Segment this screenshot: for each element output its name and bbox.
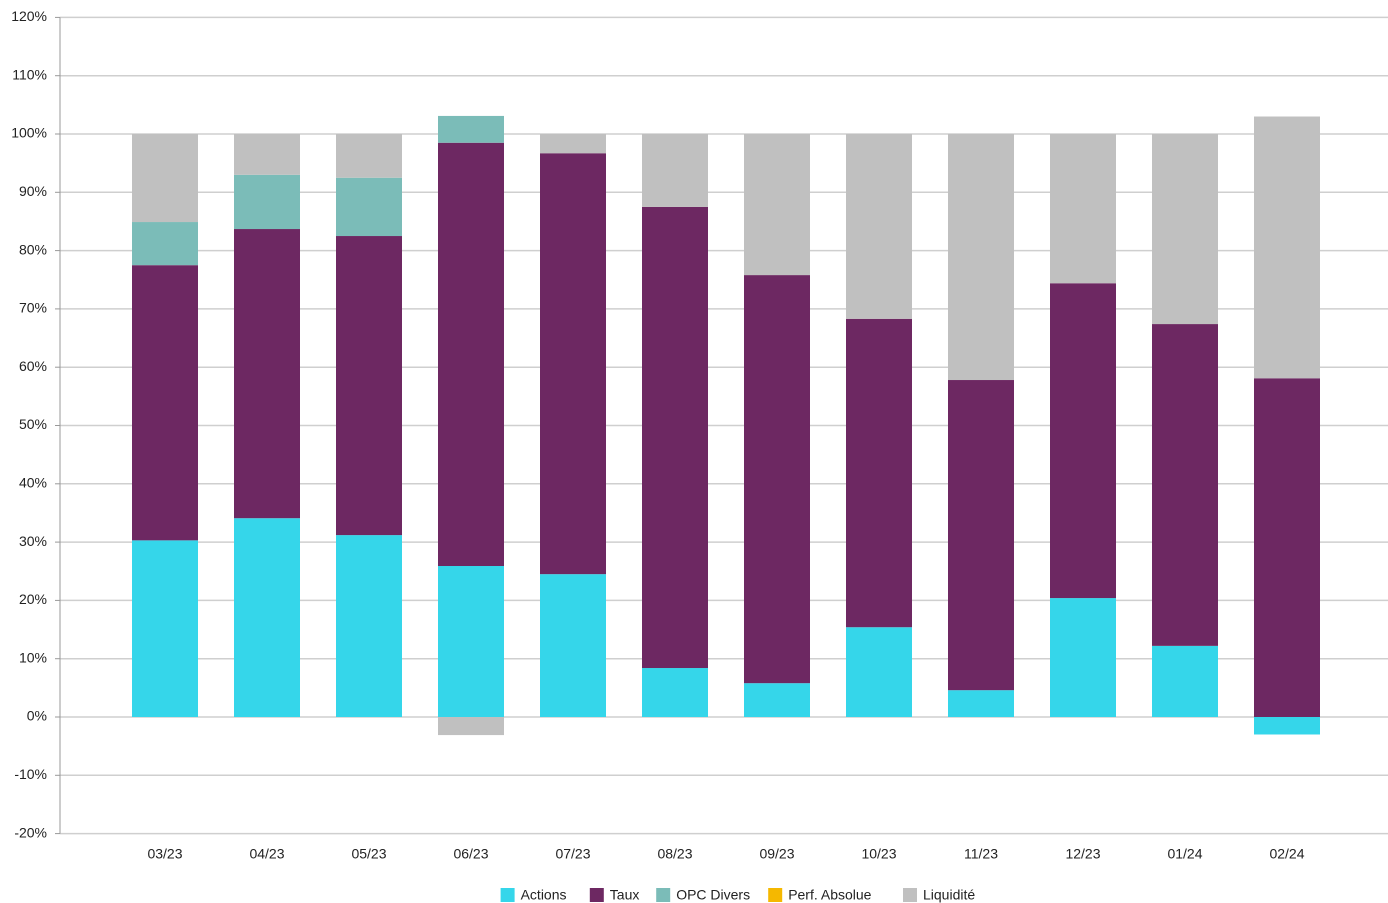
- bar-segment: [132, 540, 198, 717]
- bar-segment: [234, 134, 300, 175]
- y-tick-label: 20%: [19, 591, 47, 607]
- bar-segment: [540, 153, 606, 575]
- bar-segment: [132, 222, 198, 266]
- bar-segment: [642, 206, 708, 669]
- y-tick-label: 80%: [19, 241, 47, 257]
- bar-segment: [948, 134, 1014, 381]
- legend-label: OPC Divers: [676, 887, 750, 903]
- bar-segment: [336, 535, 402, 717]
- bar-segment: [336, 177, 402, 237]
- x-tick-label: 10/23: [861, 846, 896, 862]
- bar-segment: [744, 275, 810, 684]
- bar-segment: [744, 683, 810, 717]
- legend-swatch: [589, 888, 604, 902]
- bar-segment: [846, 134, 912, 319]
- bar-segment: [234, 229, 300, 519]
- x-tick-label: 12/23: [1065, 846, 1100, 862]
- legend-swatch: [768, 888, 783, 902]
- legend-swatch: [903, 888, 917, 902]
- legend-label: Taux: [610, 887, 640, 903]
- bar-segment: [642, 668, 708, 717]
- x-tick-label: 08/23: [657, 846, 692, 862]
- y-tick-label: 110%: [12, 66, 47, 82]
- bar-segment: [438, 717, 504, 736]
- legend-label: Perf. Absolue: [788, 887, 871, 903]
- legend-label: Actions: [521, 887, 567, 903]
- x-tick-label: 09/23: [759, 846, 794, 862]
- y-tick-label: 30%: [19, 533, 47, 549]
- bar-segment: [948, 380, 1014, 691]
- bar-segment: [438, 566, 504, 717]
- y-tick-label: 10%: [19, 649, 47, 665]
- bar-segment: [1152, 134, 1218, 325]
- bar-segment: [336, 236, 402, 536]
- bar-segment: [540, 574, 606, 717]
- legend-swatch: [656, 888, 671, 902]
- bar-segment: [132, 134, 198, 223]
- y-tick-label: 90%: [19, 183, 47, 199]
- y-tick-label: 100%: [11, 125, 47, 141]
- legend-swatch: [500, 888, 515, 902]
- bar-segment: [1152, 324, 1218, 646]
- x-tick-label: 03/23: [147, 846, 182, 862]
- x-tick-label: 07/23: [555, 846, 590, 862]
- x-tick-label: 11/23: [964, 846, 998, 862]
- bar-segment: [1254, 717, 1320, 735]
- bar-segment: [438, 115, 504, 143]
- y-tick-label: -10%: [14, 766, 47, 782]
- bar-segment: [234, 174, 300, 230]
- bar-segment: [1254, 378, 1320, 717]
- bar-segment: [948, 690, 1014, 717]
- bar-segment: [846, 627, 912, 717]
- y-tick-label: 70%: [19, 300, 47, 316]
- y-tick-label: 0%: [27, 708, 47, 724]
- x-tick-label: 04/23: [249, 846, 284, 862]
- bar-segment: [1152, 645, 1218, 717]
- legend-label: Liquidité: [923, 887, 975, 903]
- bar-segment: [438, 142, 504, 567]
- bar-segment: [540, 134, 606, 154]
- bar-segment: [1254, 116, 1320, 379]
- bar-segment: [234, 518, 300, 717]
- bar-segment: [846, 318, 912, 628]
- bar-segment: [642, 134, 708, 207]
- y-tick-label: -20%: [14, 824, 47, 840]
- x-tick-label: 06/23: [453, 846, 488, 862]
- bar-segment: [1050, 283, 1116, 599]
- y-tick-label: 60%: [19, 358, 47, 374]
- y-tick-label: 120%: [11, 8, 47, 24]
- y-tick-label: 50%: [19, 416, 47, 432]
- bar-segment: [744, 134, 810, 276]
- x-tick-label: 02/24: [1269, 846, 1304, 862]
- bar-segment: [336, 134, 402, 178]
- bar-segment: [1050, 134, 1116, 284]
- bar-segment: [1050, 598, 1116, 717]
- x-tick-label: 05/23: [351, 846, 386, 862]
- x-tick-label: 01/24: [1167, 846, 1202, 862]
- bar-segment: [132, 265, 198, 541]
- y-tick-label: 40%: [19, 475, 47, 491]
